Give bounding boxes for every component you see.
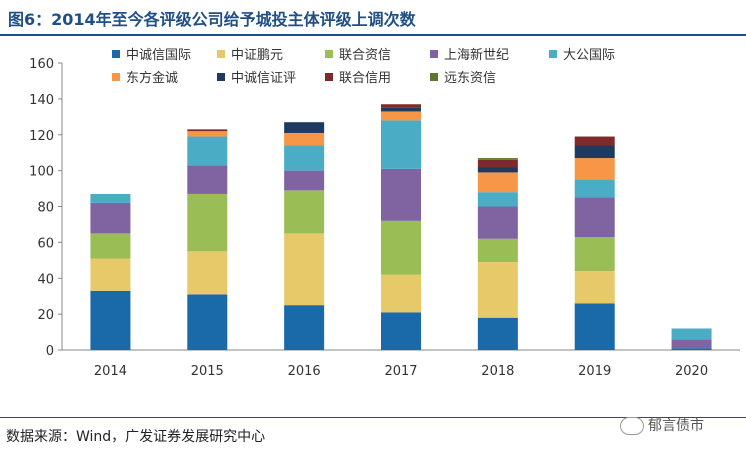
- bar-segment: [574, 236, 615, 272]
- bar-segment: [284, 170, 325, 191]
- x-tick-label: 2019: [578, 364, 611, 379]
- bar-segment: [90, 233, 131, 259]
- legend-label: 联合资信: [339, 48, 391, 63]
- bar-segment: [381, 168, 421, 221]
- chart-title: 图6：2014年至今各评级公司给予城投主体评级上调次数: [8, 10, 416, 29]
- bar-segment: [477, 192, 518, 207]
- legend-swatch: [217, 50, 225, 58]
- bar-segment: [477, 167, 518, 173]
- bar-segment: [574, 271, 615, 304]
- legend-swatch: [430, 73, 438, 81]
- legend-swatch: [325, 73, 333, 81]
- bar-segment: [574, 158, 615, 180]
- bar-segment: [90, 290, 131, 350]
- bar-segment: [477, 159, 518, 168]
- watermark-text: 郁言债市: [648, 418, 704, 434]
- legend-label: 大公国际: [563, 48, 615, 63]
- y-tick-label: 0: [46, 344, 54, 359]
- bar-segment: [574, 145, 615, 159]
- bar-segment: [671, 339, 712, 349]
- y-tick-label: 120: [29, 129, 54, 144]
- legend-label: 中证鹏元: [231, 48, 283, 63]
- footer-rule: [0, 417, 746, 418]
- bar-segment: [477, 158, 518, 160]
- y-tick-label: 140: [29, 93, 54, 108]
- title-rule: [0, 34, 746, 36]
- bar-segment: [284, 190, 325, 234]
- x-tick-label: 2016: [288, 364, 321, 379]
- x-tick-label: 2015: [191, 364, 224, 379]
- y-tick-label: 160: [29, 57, 54, 72]
- legend-label: 联合信用: [339, 71, 391, 86]
- y-tick-label: 80: [37, 201, 54, 216]
- y-tick-label: 100: [29, 165, 54, 180]
- legend-label: 中诚信国际: [126, 48, 191, 63]
- legend-swatch: [112, 73, 120, 81]
- bar-segment: [381, 120, 421, 169]
- source-note: 数据来源：Wind，广发证券发展研究中心: [6, 429, 266, 445]
- legend-swatch: [325, 50, 333, 58]
- bar-segment: [477, 172, 518, 193]
- bar-segment: [381, 111, 421, 121]
- legend-label: 中诚信证评: [231, 71, 296, 86]
- bar-segment: [187, 136, 228, 166]
- legend-swatch: [430, 50, 438, 58]
- bar-segment: [284, 305, 325, 350]
- bar-segment: [477, 238, 518, 263]
- bar-segment: [574, 136, 615, 146]
- bar-segment: [381, 312, 421, 350]
- bar-segment: [187, 193, 228, 252]
- legend-swatch: [112, 50, 120, 58]
- bar-segment: [477, 206, 518, 239]
- y-tick-label: 40: [37, 272, 54, 287]
- bar-segment: [381, 274, 421, 313]
- x-tick-label: 2017: [384, 364, 417, 379]
- legend-label: 东方金诚: [126, 70, 178, 86]
- bar-segment: [284, 233, 325, 306]
- bar-segment: [381, 220, 421, 275]
- y-tick-label: 20: [37, 308, 54, 323]
- bar-segment: [671, 348, 712, 350]
- x-tick-label: 2018: [481, 364, 514, 379]
- bar-segment: [574, 303, 615, 350]
- legend-label: 远东资信: [444, 71, 496, 86]
- chart-axes: 0 20 40 60 80 100 120 140 160 2014 2015 2016 2017 201…: [29, 57, 740, 379]
- legend-label: 上海新世纪: [444, 47, 509, 63]
- wechat-icon: [620, 417, 644, 435]
- bar-segment: [574, 197, 615, 237]
- legend-swatch: [549, 50, 557, 58]
- bar-segment: [90, 193, 131, 203]
- bar-segment: [90, 202, 131, 234]
- y-tick-label: 60: [37, 236, 54, 251]
- watermark: 郁言债市: [620, 415, 704, 435]
- x-tick-label: 2014: [94, 364, 127, 379]
- bar-segment: [477, 262, 518, 318]
- bar-segment: [477, 317, 518, 350]
- bar-segment: [671, 328, 712, 340]
- x-tick-label: 2020: [675, 364, 708, 379]
- chart-bars: [90, 104, 712, 350]
- bar-segment: [381, 107, 421, 112]
- bar-segment: [187, 251, 228, 295]
- bar-segment: [187, 131, 228, 137]
- bar-segment: [284, 132, 325, 146]
- bar-segment: [381, 104, 421, 108]
- bar-segment: [187, 294, 228, 350]
- bar-segment: [187, 129, 228, 132]
- legend-swatch: [217, 73, 225, 81]
- bar-segment: [187, 165, 228, 194]
- bar-segment: [574, 179, 615, 198]
- bar-segment: [284, 145, 325, 171]
- bar-segment: [284, 122, 325, 133]
- bar-segment: [90, 258, 131, 291]
